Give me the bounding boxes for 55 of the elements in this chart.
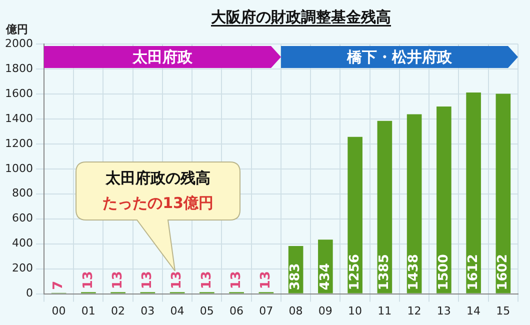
y-tick-label: 2000 [4,36,33,50]
data-label: 1438 [406,254,422,290]
bar [436,106,452,294]
y-axis-title: 億円 [5,22,28,36]
y-tick-label: 600 [12,212,33,225]
data-label: 13 [258,271,274,290]
annotation: 太田府政の残高 [104,168,212,189]
data-label: 383 [288,263,304,290]
annotation: たったの13億円 [102,193,214,214]
y-tick-label: 200 [12,262,33,275]
bar [348,136,362,294]
x-tick-label: 06 [230,304,244,318]
x-tick-label: 09 [318,304,332,318]
band-label: 橋下・松井府政 [346,48,453,66]
bar [377,120,392,294]
y-tick-label: 1800 [4,62,33,75]
chart-title: 大阪府の財政調整基金残高 [210,8,391,26]
bar [406,114,422,294]
data-label: 13 [110,271,126,290]
y-tick-label: 400 [12,236,33,250]
bar [496,94,511,294]
x-tick-label: 08 [288,304,303,318]
data-label: 1256 [347,254,362,290]
y-tick-label: 1200 [4,136,33,150]
x-tick-label: 14 [466,304,481,318]
data-label: 13 [199,271,214,290]
x-tick-label: 01 [81,304,96,318]
x-tick-label: 03 [140,304,155,318]
x-tick-label: 15 [496,304,510,318]
data-label: 13 [170,271,185,290]
x-tick-label: 13 [436,304,451,318]
x-tick-label: 04 [170,304,184,318]
data-label: 13 [140,271,156,290]
x-tick-label: 05 [200,304,214,318]
data-label: 13 [80,271,96,290]
x-tick-label: 07 [259,304,274,318]
data-label: 1385 [377,254,392,290]
y-tick-label: 800 [12,186,33,200]
x-tick-label: 12 [407,304,422,318]
y-tick-label: 0 [26,286,33,300]
x-tick-label: 00 [52,304,66,318]
data-label: 1500 [436,254,452,290]
x-tick-label: 10 [348,304,362,318]
data-label: 7 [51,280,66,290]
y-tick-label: 1000 [4,162,33,175]
data-label: 13 [228,271,244,290]
data-label: 434 [318,263,333,290]
data-label: 1602 [496,254,511,290]
x-tick-label: 11 [378,304,392,318]
data-label: 1612 [466,254,481,290]
band-label: 太田府政 [131,48,194,66]
bar [466,92,481,294]
y-tick-label: 1400 [4,112,33,125]
y-tick-label: 1600 [4,86,33,100]
x-tick-label: 02 [111,304,126,318]
